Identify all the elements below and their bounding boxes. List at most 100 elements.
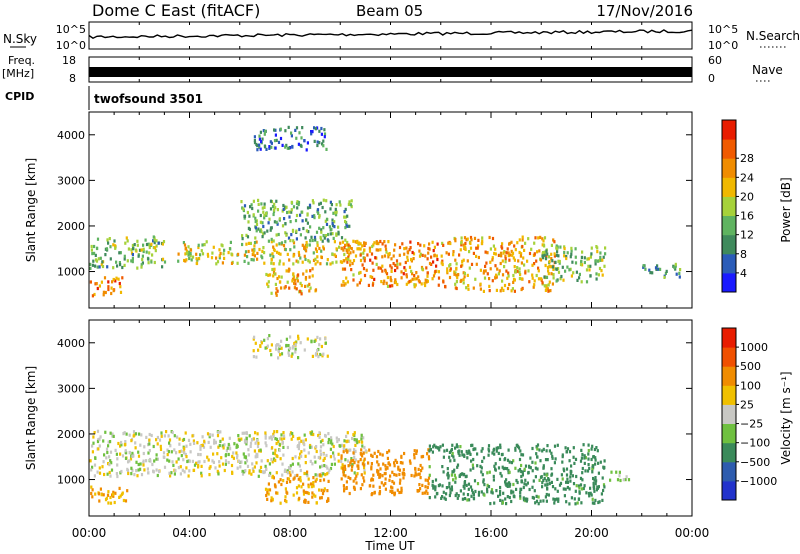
data-cell	[136, 266, 139, 270]
data-cell	[357, 247, 361, 251]
data-cell	[546, 458, 549, 462]
data-cell	[519, 487, 522, 491]
data-cell	[112, 492, 115, 496]
data-cell	[514, 466, 517, 470]
colorbar-tick-label: 1000	[740, 341, 768, 354]
data-cell	[469, 241, 472, 245]
data-cell	[260, 140, 263, 144]
data-cell	[266, 337, 269, 341]
data-cell	[379, 467, 382, 471]
data-cell	[272, 262, 275, 266]
data-cell	[535, 259, 538, 263]
data-cell	[431, 450, 434, 454]
data-cell	[316, 241, 319, 245]
data-cell	[284, 487, 287, 491]
data-cell	[245, 431, 248, 436]
data-cell	[285, 269, 288, 273]
data-cell	[128, 450, 131, 455]
data-cell	[251, 248, 254, 252]
data-cell	[322, 247, 325, 251]
data-cell	[259, 469, 262, 474]
data-cell	[421, 454, 425, 459]
data-cell	[304, 490, 307, 494]
data-cell	[359, 452, 362, 456]
data-cell	[431, 479, 434, 484]
data-cell	[98, 265, 101, 269]
data-cell	[119, 290, 123, 294]
data-cell	[496, 267, 499, 271]
data-cell	[265, 147, 268, 151]
data-cell	[593, 501, 596, 505]
data-cell	[295, 491, 299, 495]
data-cell	[467, 284, 470, 288]
data-cell	[504, 257, 507, 261]
data-cell	[115, 260, 118, 264]
data-cell	[252, 437, 255, 441]
data-cell	[282, 479, 285, 483]
data-cell	[389, 489, 392, 493]
data-cell	[426, 491, 429, 495]
data-cell	[555, 253, 558, 257]
data-cell	[248, 471, 251, 475]
data-cell	[563, 250, 566, 255]
data-cell	[297, 260, 300, 264]
data-cell	[184, 247, 187, 251]
data-cell	[222, 446, 225, 450]
data-cell	[423, 244, 426, 248]
data-cell	[346, 450, 349, 454]
data-cell	[502, 251, 505, 255]
data-cell	[131, 260, 134, 264]
data-cell	[349, 461, 352, 465]
data-cell	[292, 262, 295, 266]
data-cell	[272, 239, 275, 243]
data-cell	[569, 469, 572, 473]
data-cell	[265, 444, 268, 448]
data-cell	[566, 447, 570, 451]
data-cell	[263, 132, 266, 136]
data-cell	[241, 242, 244, 247]
data-cell	[196, 441, 199, 445]
data-cell	[596, 449, 599, 453]
data-cell	[101, 264, 105, 269]
data-cell	[390, 485, 393, 489]
data-cell	[292, 272, 295, 276]
data-cell	[410, 279, 413, 283]
data-cell	[491, 256, 494, 260]
data-cell	[147, 257, 150, 261]
data-cell	[371, 244, 374, 249]
data-cell	[303, 139, 306, 143]
data-cell	[188, 256, 191, 261]
data-cell	[482, 456, 486, 460]
data-cell	[460, 241, 463, 245]
data-cell	[340, 236, 344, 240]
data-cell	[387, 461, 390, 465]
data-cell	[398, 481, 402, 485]
data-cell	[376, 241, 379, 245]
data-cell	[161, 265, 164, 269]
data-cell	[202, 445, 206, 449]
data-cell	[543, 284, 546, 288]
data-cell	[91, 263, 94, 267]
data-cell	[508, 481, 511, 485]
data-cell	[320, 255, 323, 260]
data-cell	[247, 453, 250, 457]
data-cell	[644, 267, 647, 271]
data-cell	[556, 250, 559, 254]
data-cell	[255, 229, 258, 233]
data-cell	[134, 441, 137, 445]
data-cell	[363, 466, 366, 470]
data-cell	[150, 433, 153, 438]
data-cell	[324, 433, 327, 438]
data-cell	[297, 356, 300, 360]
data-cell	[343, 283, 346, 287]
data-cell	[108, 455, 111, 459]
data-cell	[550, 472, 554, 476]
freq-tick-top: 18	[62, 54, 76, 67]
data-cell	[373, 241, 376, 245]
data-cell	[299, 281, 302, 285]
data-cell	[522, 256, 525, 260]
data-cell	[497, 451, 500, 455]
data-cell	[587, 491, 591, 496]
data-cell	[112, 434, 115, 438]
